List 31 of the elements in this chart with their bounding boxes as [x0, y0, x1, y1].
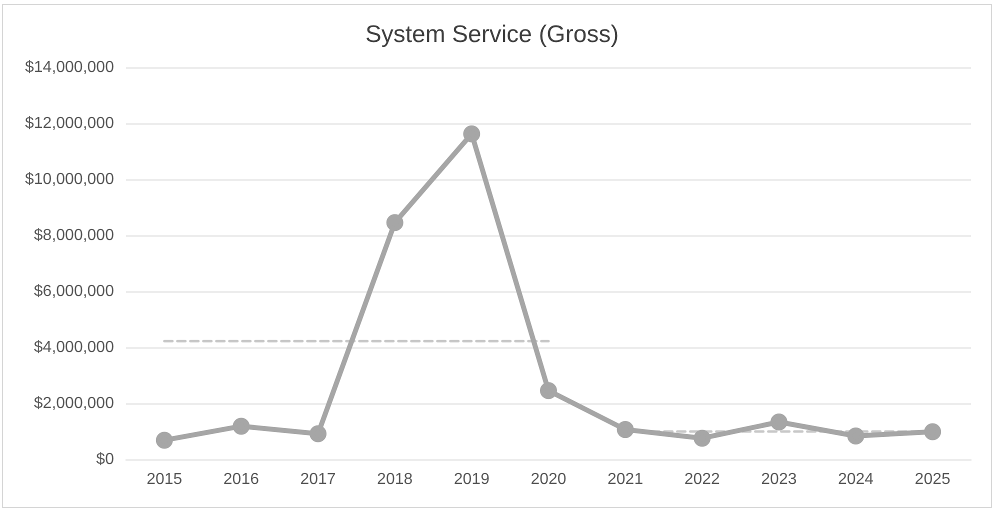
chart-title: System Service (Gross)	[365, 21, 619, 48]
x-tick-label: 2018	[377, 470, 413, 488]
y-tick-label: $0	[96, 451, 114, 468]
x-tick-label: 2020	[530, 470, 566, 488]
point	[616, 421, 634, 438]
point	[463, 125, 480, 142]
y-tick-label: $12,000,000	[24, 115, 114, 132]
point	[924, 423, 942, 440]
x-tick-label: 2025	[914, 470, 950, 488]
point	[232, 418, 250, 435]
x-tick-label: 2017	[300, 470, 336, 488]
y-tick-label: $4,000,000	[34, 339, 114, 356]
point	[770, 414, 788, 430]
point	[156, 432, 173, 449]
point	[310, 425, 327, 442]
point	[847, 428, 864, 444]
x-tick-label: 2016	[223, 470, 260, 488]
y-tick-label: $14,000,000	[24, 59, 114, 76]
x-tick-label: 2024	[838, 470, 874, 488]
x-tick-label: 2022	[684, 470, 720, 488]
y-tick-label: $10,000,000	[24, 171, 114, 188]
y-tick-label: $8,000,000	[34, 227, 114, 244]
point	[540, 382, 557, 400]
x-tick-label: 2015	[146, 470, 182, 488]
point	[386, 214, 404, 232]
x-tick-label: 2019	[454, 470, 490, 488]
y-tick-label: $6,000,000	[34, 283, 114, 300]
x-tick-label: 2023	[761, 470, 797, 488]
y-tick-label: $2,000,000	[34, 395, 114, 412]
point	[694, 430, 711, 447]
x-tick-label: 2021	[608, 470, 644, 488]
